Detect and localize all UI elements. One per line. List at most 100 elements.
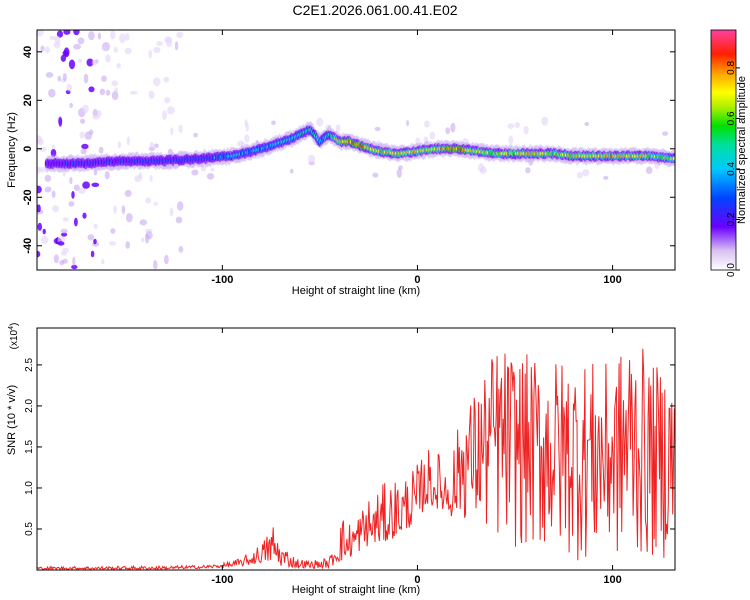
spectrogram-noise-blob: [101, 46, 108, 51]
spectrogram-noise-blob: [77, 37, 85, 45]
spectrogram-noise-blob: [164, 97, 171, 104]
snr-y-axis: 0.5 1.0 1.5 2.0 2.5: [24, 358, 675, 536]
spectrogram-noise-blob: [541, 116, 548, 126]
spectrogram-y-tick-label: 20: [22, 94, 34, 106]
spectrogram-noise-blob: [82, 212, 87, 219]
colorbar-tick-label: 0.2: [726, 212, 737, 226]
spectrogram-noise-blob: [37, 250, 41, 258]
spectrogram-noise-blob: [68, 201, 75, 207]
spectrogram-noise-blob: [429, 131, 436, 140]
spectrogram-noise-blob: [125, 213, 133, 223]
colorbar-tick-label: 0.0: [726, 263, 737, 277]
spectrogram-noise-blob: [124, 189, 132, 197]
spectrogram-noise-blob: [244, 134, 250, 143]
spectrogram-noise-blob: [92, 115, 100, 120]
spectrogram-noise-blob: [101, 75, 107, 82]
spectrogram-noise-blob: [63, 30, 71, 35]
spectrogram-noise-blob: [255, 140, 259, 145]
spectrogram-noise-blob: [42, 228, 46, 235]
spectrogram-noise-blob: [126, 136, 131, 146]
spectrogram-noise-blob: [374, 126, 381, 132]
spectrogram-noise-blob: [169, 207, 174, 217]
spectrogram-noise-blob: [124, 47, 132, 55]
snr-y-tick-label: 2.5: [24, 358, 35, 372]
spectrogram-noise-blob: [40, 45, 45, 52]
snr-panel: -100 0 100 0.5 1.0 1.5 2.0 2.5 Height of strai…: [6, 323, 676, 596]
spectrogram-noise-blob: [50, 149, 57, 157]
spectrogram-noise-blob: [88, 86, 95, 93]
spectrogram-noise-blob: [60, 251, 68, 256]
spectrogram-noise-blob: [59, 260, 65, 266]
spectrogram-noise-blob: [200, 165, 207, 172]
spectrogram-noise-blob: [153, 260, 158, 270]
spectrogram-noise-blob: [167, 106, 175, 115]
spectrogram-noise-blob: [245, 123, 249, 132]
snr-y-label: SNR (10 * v/v): [6, 385, 18, 455]
spectrogram-ridge-core: [672, 156, 675, 161]
spectrogram-noise-blob: [62, 170, 66, 177]
spectrogram-noise-blob: [44, 186, 52, 193]
spectrogram-noise-blob: [111, 80, 118, 87]
spectrogram-noise-blob: [148, 90, 155, 100]
spectrogram-noise-blob: [68, 59, 76, 70]
colorbar: 0.0 0.2 0.4 0.6 0.8 Normalized spectral ampl…: [710, 29, 748, 277]
spectrogram-y-axis: -40 -20 0 20 40: [22, 46, 675, 254]
spectrogram-noise-blob: [37, 185, 42, 194]
spectrogram-noise-blob: [74, 217, 78, 227]
spectrogram-noise-blob: [307, 154, 316, 164]
spectrogram-noise-blob: [80, 148, 87, 155]
chart-title: C2E1.2026.061.00.41.E02: [292, 2, 458, 18]
spectrogram-noise-blob: [116, 62, 121, 69]
spectrogram-noise-blob: [101, 258, 105, 265]
spectrogram-noise: [37, 30, 669, 270]
spectrogram-noise-blob: [60, 228, 68, 234]
snr-multiplier-base: (x10: [9, 329, 20, 349]
spectrogram-noise-blob: [62, 50, 69, 56]
spectrogram-noise-blob: [51, 144, 56, 149]
spectrogram-noise-blob: [39, 146, 47, 152]
spectrogram-noise-blob: [139, 219, 147, 226]
spectrogram-noise-blob: [105, 54, 111, 63]
spectrogram-x-tick-label: 100: [603, 274, 621, 286]
colorbar-gradient: [710, 29, 737, 271]
spectrogram-noise-blob: [145, 231, 153, 240]
spectrogram-noise-blob: [91, 182, 100, 187]
spectrogram-noise-blob: [81, 143, 89, 150]
spectrogram-noise-blob: [62, 217, 69, 222]
spectrogram-noise-blob: [96, 110, 102, 117]
spectrogram-noise-blob: [450, 122, 456, 133]
spectrogram-noise-blob: [148, 49, 152, 59]
spectrogram-noise-blob: [478, 163, 485, 173]
spectrogram-noise-blob: [178, 246, 184, 253]
colorbar-ticks: 0.0 0.2 0.4 0.6 0.8: [726, 61, 740, 277]
spectrogram-frame: [36, 29, 676, 271]
spectrogram-noise-blob: [98, 146, 104, 154]
spectrogram-noise-blob: [69, 176, 73, 185]
spectrogram-x-label: Height of straight line (km): [292, 285, 420, 297]
spectrogram-noise-blob: [149, 141, 155, 151]
spectrogram-noise-blob: [92, 109, 99, 117]
spectrogram-noise-blob: [37, 166, 41, 174]
spectrogram-ridge: [44, 121, 675, 173]
spectrogram-y-tick-label: 0: [22, 146, 34, 152]
spectrogram-noise-blob: [130, 90, 138, 95]
spectrogram-noise-blob: [117, 141, 122, 149]
spectrogram-noise-blob: [69, 102, 73, 108]
spectrogram-noise-blob: [48, 88, 56, 98]
spectrogram-noise-blob: [73, 43, 81, 50]
spectrogram-noise-blob: [105, 89, 111, 96]
spectrogram-noise-blob: [87, 234, 95, 241]
spectrogram-noise-blob: [125, 241, 130, 249]
spectrogram-noise-blob: [79, 131, 85, 139]
spectrogram-noise-blob: [93, 223, 98, 230]
spectrogram-noise-blob: [114, 87, 118, 94]
snr-y-tick-label: 1.0: [24, 481, 35, 495]
colorbar-tick-label: 0.8: [726, 61, 737, 75]
spectrogram-noise-blob: [93, 238, 97, 245]
spectrogram-noise-blob: [78, 58, 83, 63]
spectrogram-noise-blob: [37, 135, 43, 144]
spectrogram-x-tick-label: 0: [414, 274, 420, 286]
spectrogram-noise-blob: [603, 175, 609, 180]
spectrogram-noise-blob: [49, 35, 57, 41]
